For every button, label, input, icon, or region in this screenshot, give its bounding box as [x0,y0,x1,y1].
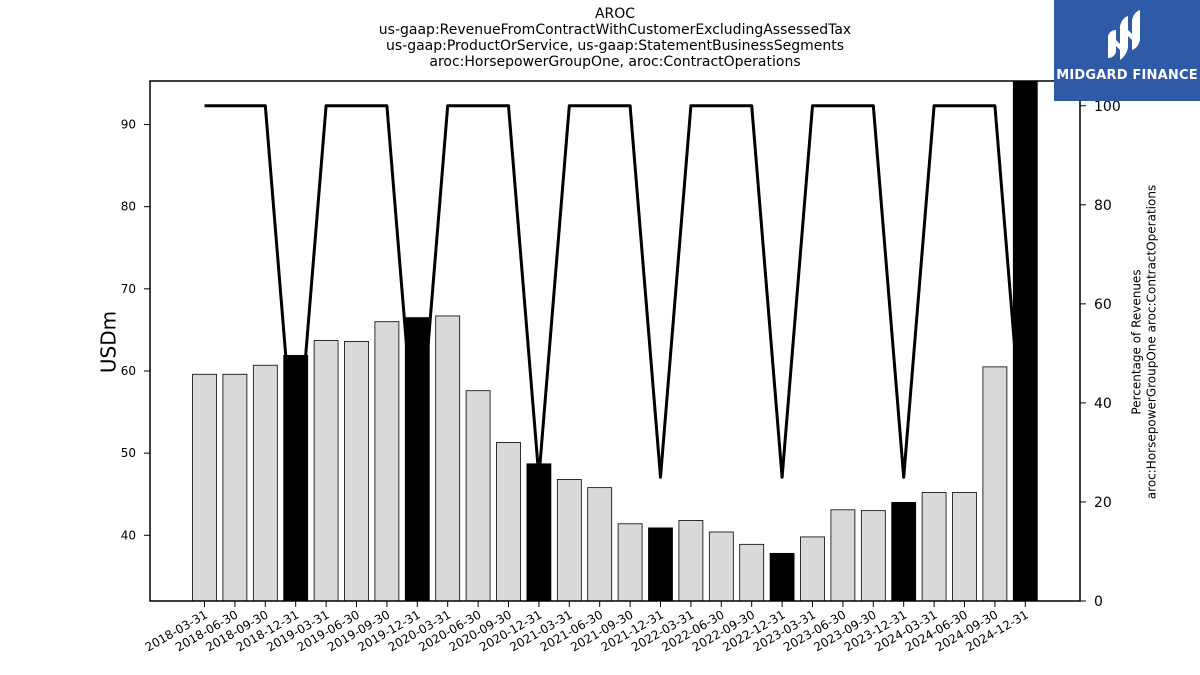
logo-text: MIDGARD FINANCE [1056,68,1198,83]
bar-2020-03-31 [435,315,461,602]
bar-2023-03-31 [800,536,825,602]
percentage-line-series [204,104,1027,479]
title-line-1: AROC [594,6,636,22]
bar-2023-09-30 [860,510,886,602]
bar-2020-12-31 [526,463,552,602]
midgard-logo-icon [1108,10,1140,60]
bar-2023-12-31 [891,502,917,602]
bar-2022-09-30 [739,543,765,602]
percentage-line [204,104,1027,479]
bar-2024-03-31 [921,492,947,602]
y-axis-label: USDm [97,311,121,373]
bar-2018-09-30 [252,364,278,602]
y2-tick-label: 60 [1094,297,1112,313]
bar-2022-03-31 [678,520,704,602]
y2-axis-label-line-1: Percentage of Revenues [1130,269,1144,414]
y2-axis-label-line-2: aroc:HorsepowerGroupOne aroc:ContractOpe… [1145,185,1159,499]
bar-2024-12-31 [1012,80,1038,602]
bar-2020-09-30 [496,442,521,602]
y-tick-label: 40 [121,528,136,542]
title-line-3: us-gaap:ProductOrService, us-gaap:Statem… [385,38,844,54]
right-axis: 0 20 40 60 80 100 [1080,99,1121,610]
bar-2021-03-31 [556,479,582,602]
bar-2021-12-31 [648,527,673,602]
plot-frame [149,80,1081,602]
midgard-finance-logo: MIDGARD FINANCE [1054,0,1200,101]
bar-2024-09-30 [982,366,1008,602]
bar-2022-12-31 [769,552,795,602]
y2-tick-label: 80 [1094,198,1112,214]
bar-2018-03-31 [192,373,217,602]
chart-title: AROC us-gaap:RevenueFromContractWithCust… [0,6,1200,70]
y-tick-label: 90 [121,118,136,132]
bar-2024-06-30 [952,492,977,602]
bar-2023-06-30 [830,509,856,602]
bar-2022-06-30 [708,531,734,602]
y2-tick-label: 0 [1094,594,1103,610]
bar-series [192,80,1038,602]
y-tick-label: 70 [121,282,136,296]
bar-2020-06-30 [465,390,491,602]
bar-2021-06-30 [587,487,613,602]
bar-2019-03-31 [313,340,339,602]
y-tick-label: 80 [121,200,136,214]
x-axis: 2018-03-312018-06-302018-09-302018-12-31… [143,601,1031,654]
y-tick-label: 60 [121,364,136,378]
bar-2019-06-30 [344,341,369,602]
left-axis: 40 50 60 70 80 90 [121,118,150,542]
bar-2018-06-30 [222,373,248,602]
y2-tick-label: 100 [1094,99,1121,115]
bar-2019-09-30 [374,321,400,602]
bar-2021-09-30 [617,523,643,602]
title-line-2: us-gaap:RevenueFromContractWithCustomerE… [378,22,852,38]
y2-tick-label: 40 [1094,396,1112,412]
title-line-4: aroc:HorsepowerGroupOne, aroc:ContractOp… [429,54,801,70]
y-tick-label: 50 [121,446,136,460]
y2-tick-label: 20 [1094,495,1112,511]
